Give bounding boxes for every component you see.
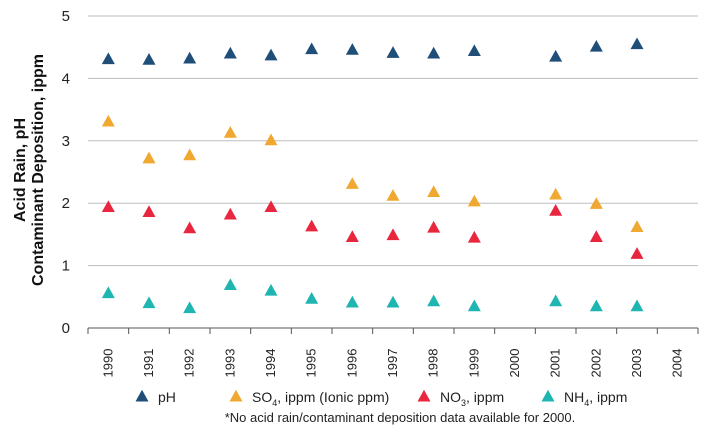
data-point [223, 126, 237, 138]
x-tick-labels: 1990 1991 1992 1993 1994 1995 1996 1997 1998 1999… [100, 349, 684, 378]
y-tick-label: 5 [62, 8, 70, 25]
x-tick-label: 2000 [507, 349, 522, 378]
data-point [630, 37, 644, 50]
legend: pH SO4, ippm (Ionic ppm) NO3, ippm NH4, ipp… [135, 389, 627, 408]
y-tick-label: 0 [62, 320, 70, 337]
y-tick-label: 1 [62, 258, 70, 275]
data-point [345, 230, 359, 242]
data-point [101, 286, 115, 299]
data-point [183, 148, 197, 161]
x-tick-label: 2004 [670, 349, 685, 378]
data-point [630, 247, 644, 259]
series-2 [101, 200, 644, 259]
legend-marker [417, 389, 431, 402]
data-point [183, 221, 197, 234]
legend-label: NO3, ippm [440, 389, 504, 408]
data-point [589, 230, 603, 242]
x-tick-label: 2001 [548, 349, 563, 378]
legend-item: NO3, ippm [417, 389, 504, 408]
data-point [305, 219, 319, 232]
x-tick-label: 1993 [222, 349, 237, 378]
x-tick-label: 1999 [466, 349, 481, 378]
x-tick-label: 1997 [385, 349, 400, 378]
data-point [305, 292, 319, 304]
data-point [630, 299, 644, 312]
legend-label: SO4, ippm (Ionic ppm) [252, 389, 389, 408]
data-point [345, 295, 359, 308]
data-point [223, 207, 237, 220]
y-tick-label: 3 [62, 133, 70, 150]
data-point [142, 151, 156, 164]
data-point [549, 187, 563, 200]
y-tick-labels: 0 1 2 3 4 5 [62, 8, 70, 337]
data-point [142, 205, 156, 218]
data-point [101, 52, 115, 65]
data-point [467, 299, 481, 312]
data-point [386, 228, 400, 241]
x-tick-label: 1995 [304, 349, 319, 378]
legend-item: SO4, ippm (Ionic ppm) [229, 389, 389, 408]
y-axis-label-line2: Contaminant Deposition, ippm [30, 54, 47, 286]
data-point [427, 294, 441, 307]
y-tick-label: 2 [62, 195, 70, 212]
data-point [264, 200, 278, 213]
x-tick-label: 1994 [263, 349, 278, 378]
data-point [223, 46, 237, 59]
legend-item: pH [135, 389, 176, 405]
legend-marker [229, 389, 243, 402]
data-point [386, 189, 400, 201]
y-axis-label-line1: Acid Rain, pH [12, 118, 29, 222]
series-3 [101, 278, 644, 314]
data-point [427, 185, 441, 198]
data-point [183, 301, 197, 314]
x-tick-label: 2002 [588, 349, 603, 378]
data-point [549, 294, 563, 307]
data-point [427, 220, 441, 233]
x-axis [87, 327, 699, 334]
data-point [101, 114, 115, 127]
series-0 [101, 37, 644, 65]
data-point [386, 295, 400, 308]
data-point [549, 204, 563, 216]
data-point [589, 299, 603, 312]
y-tick-label: 4 [62, 70, 70, 87]
data-point [345, 177, 359, 189]
data-point [467, 230, 481, 243]
data-point [589, 39, 603, 52]
data-point [101, 200, 115, 213]
x-tick-label: 1996 [344, 349, 359, 378]
data-marks [101, 37, 644, 314]
data-point [630, 220, 644, 232]
x-tick-label: 1992 [182, 349, 197, 378]
data-point [386, 46, 400, 58]
series-1 [101, 114, 644, 232]
data-point [142, 53, 156, 65]
data-point [549, 49, 563, 62]
data-point [305, 42, 319, 55]
legend-marker [135, 389, 149, 402]
legend-label: pH [158, 389, 176, 405]
legend-marker [541, 389, 555, 402]
data-point [223, 278, 237, 291]
legend-label: NH4, ippm [564, 389, 627, 408]
data-point [264, 283, 278, 296]
data-point [467, 44, 481, 57]
footnote: *No acid rain/contaminant deposition dat… [225, 410, 576, 425]
data-point [142, 296, 156, 309]
data-point [467, 194, 481, 207]
x-tick-label: 2003 [629, 349, 644, 378]
data-point [589, 197, 603, 209]
data-point [264, 133, 278, 146]
legend-item: NH4, ippm [541, 389, 627, 408]
data-point [345, 43, 359, 55]
x-tick-label: 1998 [426, 349, 441, 378]
x-tick-label: 1990 [100, 349, 115, 378]
data-point [183, 51, 197, 64]
y-axis-label: Acid Rain, pH Contaminant Deposition, ip… [12, 54, 47, 286]
data-point [427, 46, 441, 59]
data-point [264, 48, 278, 61]
x-tick-label: 1991 [141, 349, 156, 378]
